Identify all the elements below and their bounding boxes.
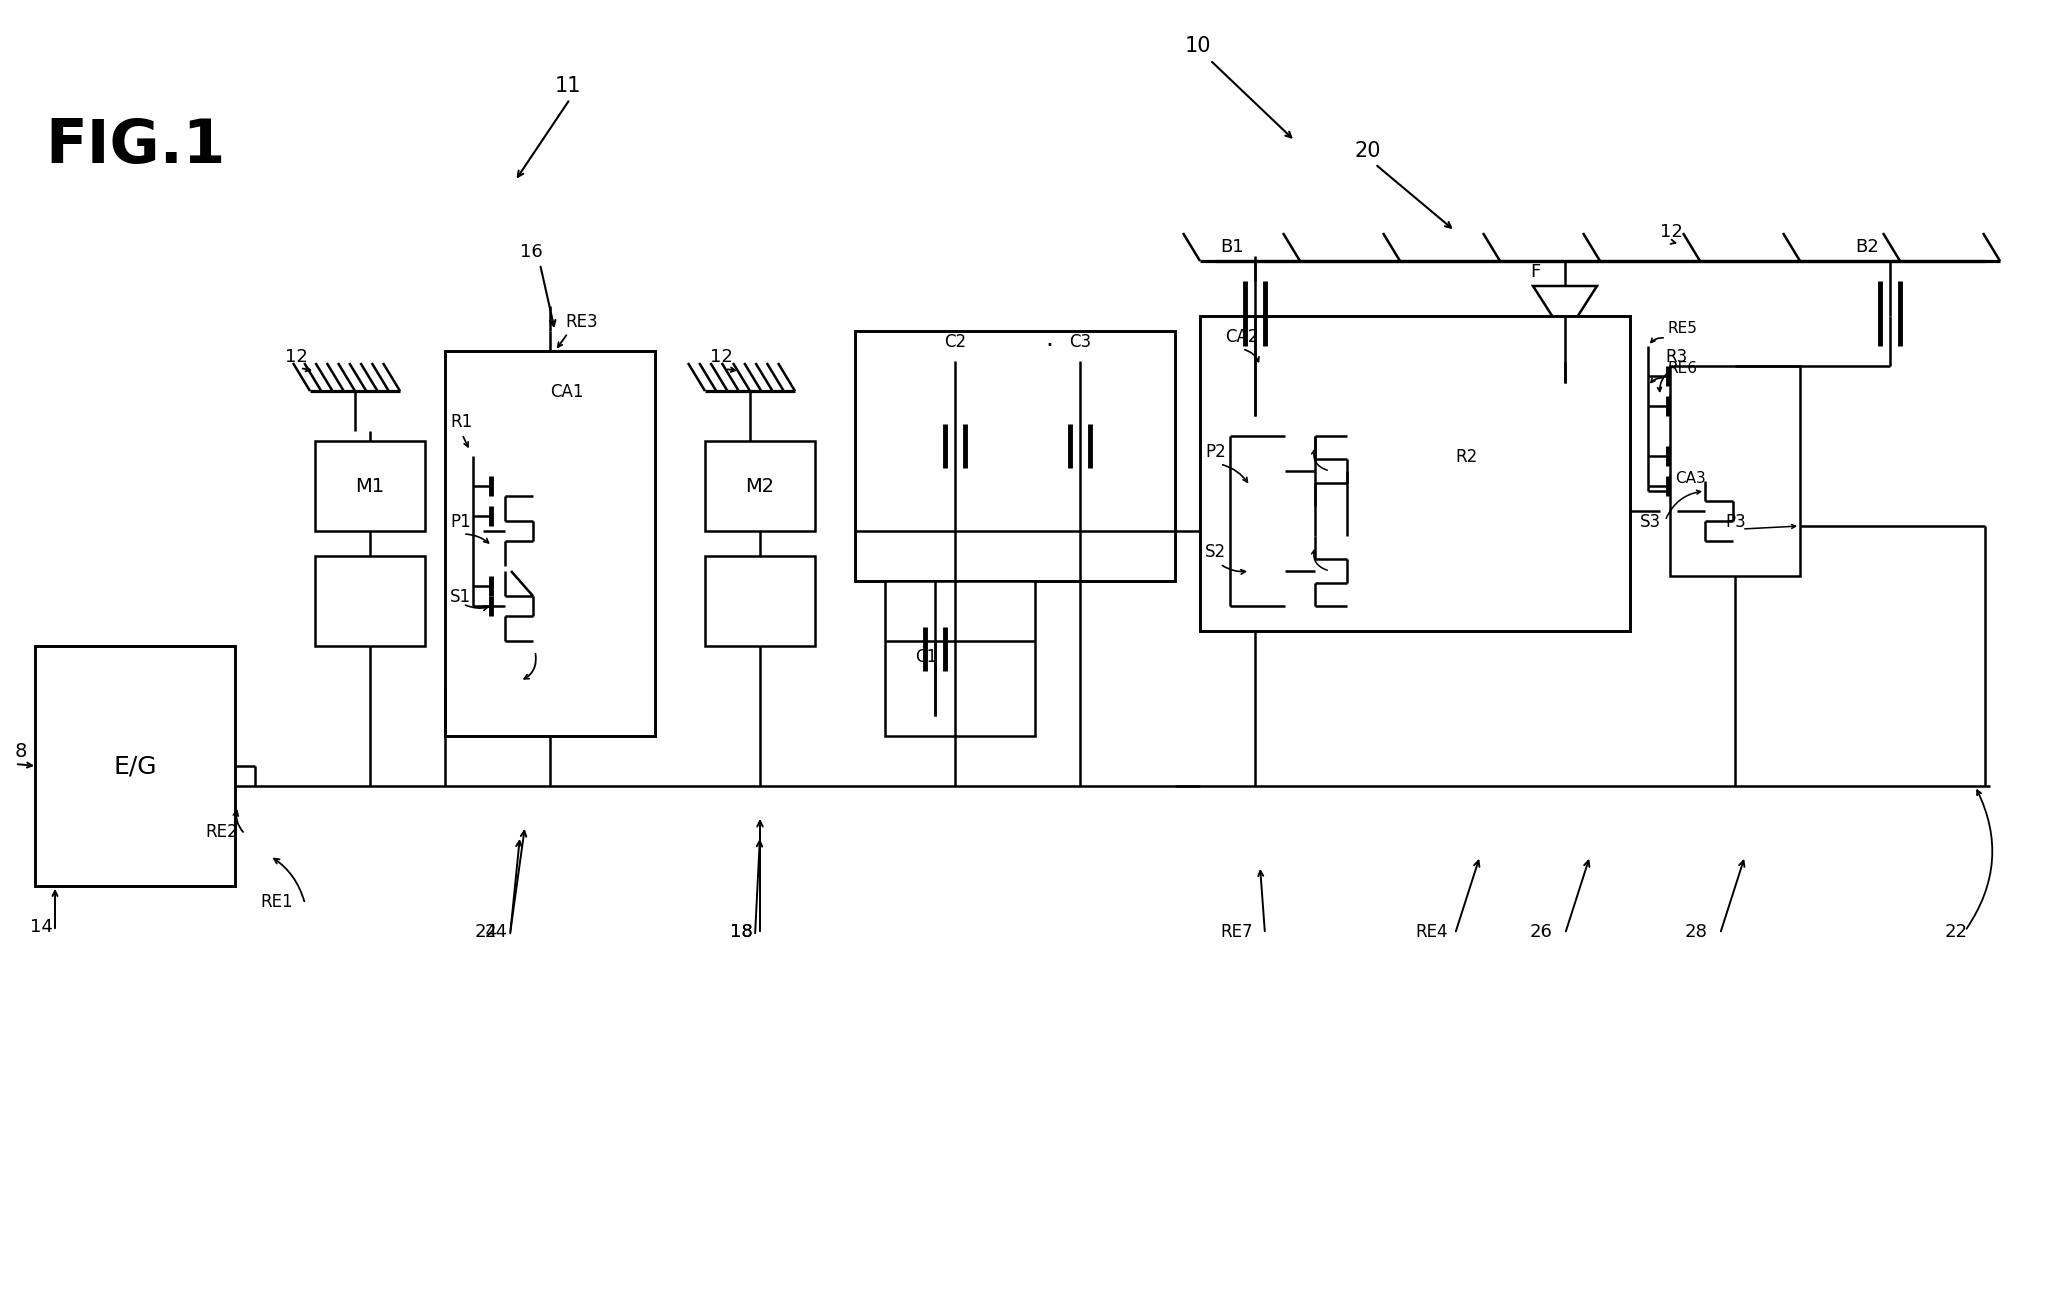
Text: P1: P1 xyxy=(450,513,471,530)
Text: 12: 12 xyxy=(709,347,732,366)
Text: 16: 16 xyxy=(520,243,543,261)
Text: C2: C2 xyxy=(944,333,966,351)
Text: RE3: RE3 xyxy=(565,313,598,332)
Text: B1: B1 xyxy=(1219,238,1244,257)
Text: FIG.1: FIG.1 xyxy=(45,117,226,176)
Text: R1: R1 xyxy=(450,413,473,432)
Text: P2: P2 xyxy=(1205,443,1225,461)
Bar xyxy=(315,555,426,646)
Bar xyxy=(884,580,1034,736)
Text: RE4: RE4 xyxy=(1415,923,1447,941)
Bar xyxy=(705,441,814,530)
Bar xyxy=(1669,366,1799,576)
Text: CA1: CA1 xyxy=(551,383,584,401)
Text: .: . xyxy=(1044,326,1053,351)
Text: CA3: CA3 xyxy=(1676,471,1706,486)
Bar xyxy=(444,351,656,736)
Bar xyxy=(705,555,814,646)
Text: 28: 28 xyxy=(1686,923,1709,941)
Bar xyxy=(35,646,234,886)
Bar xyxy=(1201,316,1630,630)
Text: S2: S2 xyxy=(1205,544,1225,561)
Text: C3: C3 xyxy=(1069,333,1092,351)
Text: 20: 20 xyxy=(1355,141,1382,161)
Text: 22: 22 xyxy=(1945,923,1968,941)
Text: B2: B2 xyxy=(1855,238,1879,257)
Text: 12: 12 xyxy=(286,347,308,366)
Text: 18: 18 xyxy=(730,923,752,941)
Text: S3: S3 xyxy=(1641,513,1661,530)
Bar xyxy=(315,441,426,530)
Text: C1: C1 xyxy=(915,647,938,666)
Text: RE1: RE1 xyxy=(259,894,292,911)
Text: CA2: CA2 xyxy=(1225,328,1258,346)
Text: 10: 10 xyxy=(1184,36,1211,57)
Text: 24: 24 xyxy=(485,923,508,941)
Bar xyxy=(855,332,1174,580)
Polygon shape xyxy=(1534,286,1598,336)
Text: 26: 26 xyxy=(1530,923,1552,941)
Text: 24: 24 xyxy=(475,923,498,941)
Text: RE7: RE7 xyxy=(1219,923,1252,941)
Text: R3: R3 xyxy=(1665,347,1688,366)
Text: S1: S1 xyxy=(450,588,471,605)
Text: 18: 18 xyxy=(730,923,752,941)
Text: E/G: E/G xyxy=(113,754,156,778)
Text: 8: 8 xyxy=(14,742,27,761)
Text: 12: 12 xyxy=(1659,222,1684,241)
Text: R2: R2 xyxy=(1456,447,1478,466)
Bar xyxy=(1538,340,1593,361)
Text: M1: M1 xyxy=(356,476,384,496)
Text: RE5: RE5 xyxy=(1667,321,1698,336)
Text: RE2: RE2 xyxy=(206,822,238,841)
Text: P3: P3 xyxy=(1725,513,1746,530)
Text: 11: 11 xyxy=(555,76,582,96)
Text: RE6: RE6 xyxy=(1667,361,1698,376)
Text: M2: M2 xyxy=(746,476,775,496)
Text: F: F xyxy=(1530,263,1540,282)
Text: 14: 14 xyxy=(31,919,53,936)
